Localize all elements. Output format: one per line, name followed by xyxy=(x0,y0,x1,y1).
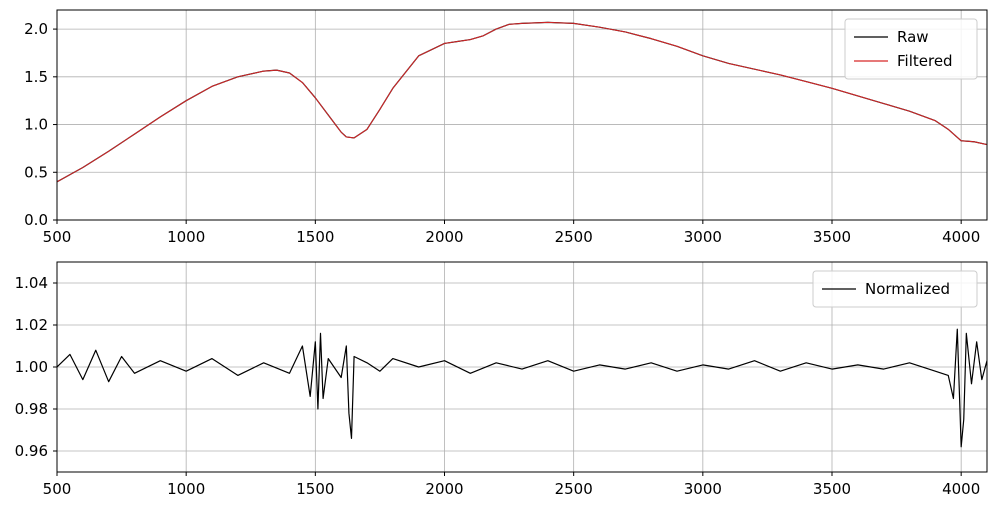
legend-label: Raw xyxy=(897,28,929,46)
y-tick-label: 1.00 xyxy=(15,358,48,376)
x-tick-label: 2500 xyxy=(555,228,593,246)
legend-box xyxy=(844,18,978,80)
x-tick-label: 2000 xyxy=(425,480,463,498)
x-tick-label: 1500 xyxy=(296,480,334,498)
x-tick-label: 3500 xyxy=(813,480,851,498)
y-tick-label: 0.98 xyxy=(15,400,48,418)
x-tick-label: 3000 xyxy=(684,228,722,246)
legend-label: Filtered xyxy=(897,52,953,70)
y-tick-label: 1.04 xyxy=(15,274,48,292)
y-tick-label: 0.0 xyxy=(24,211,48,229)
series-line-filtered xyxy=(57,21,987,183)
y-tick-label: 1.5 xyxy=(24,68,48,86)
axes-frame xyxy=(56,9,988,221)
x-tick-label: 500 xyxy=(43,228,72,246)
series-line-normalized xyxy=(57,328,987,448)
y-tick-label: 0.96 xyxy=(15,442,48,460)
legend-label: Normalized xyxy=(865,280,950,298)
x-tick-label: 1500 xyxy=(296,228,334,246)
y-tick-label: 2.0 xyxy=(24,20,48,38)
x-tick-label: 4000 xyxy=(942,228,980,246)
x-tick-label: 4000 xyxy=(942,480,980,498)
legend-box xyxy=(812,270,978,308)
legend: Raw Filtered xyxy=(844,18,978,80)
x-tick-label: 3500 xyxy=(813,228,851,246)
x-tick-label: 500 xyxy=(43,480,72,498)
y-tick-label: 0.5 xyxy=(24,163,48,181)
y-tick-label: 1.0 xyxy=(24,116,48,134)
y-tick-label: 1.02 xyxy=(15,316,48,334)
x-tick-label: 1000 xyxy=(167,480,205,498)
x-tick-label: 3000 xyxy=(684,480,722,498)
legend: Normalized xyxy=(812,270,978,308)
x-tick-label: 2000 xyxy=(425,228,463,246)
subplot-1: 500 1000 1500 2000 2500 3000 3500 4000 0.0 0.5 1.0… xyxy=(24,9,988,246)
subplot-2: 500 1000 1500 2000 2500 3000 3500 4000 0.96 0.98 1… xyxy=(15,261,988,498)
x-tick-label: 1000 xyxy=(167,228,205,246)
x-tick-label: 2500 xyxy=(555,480,593,498)
